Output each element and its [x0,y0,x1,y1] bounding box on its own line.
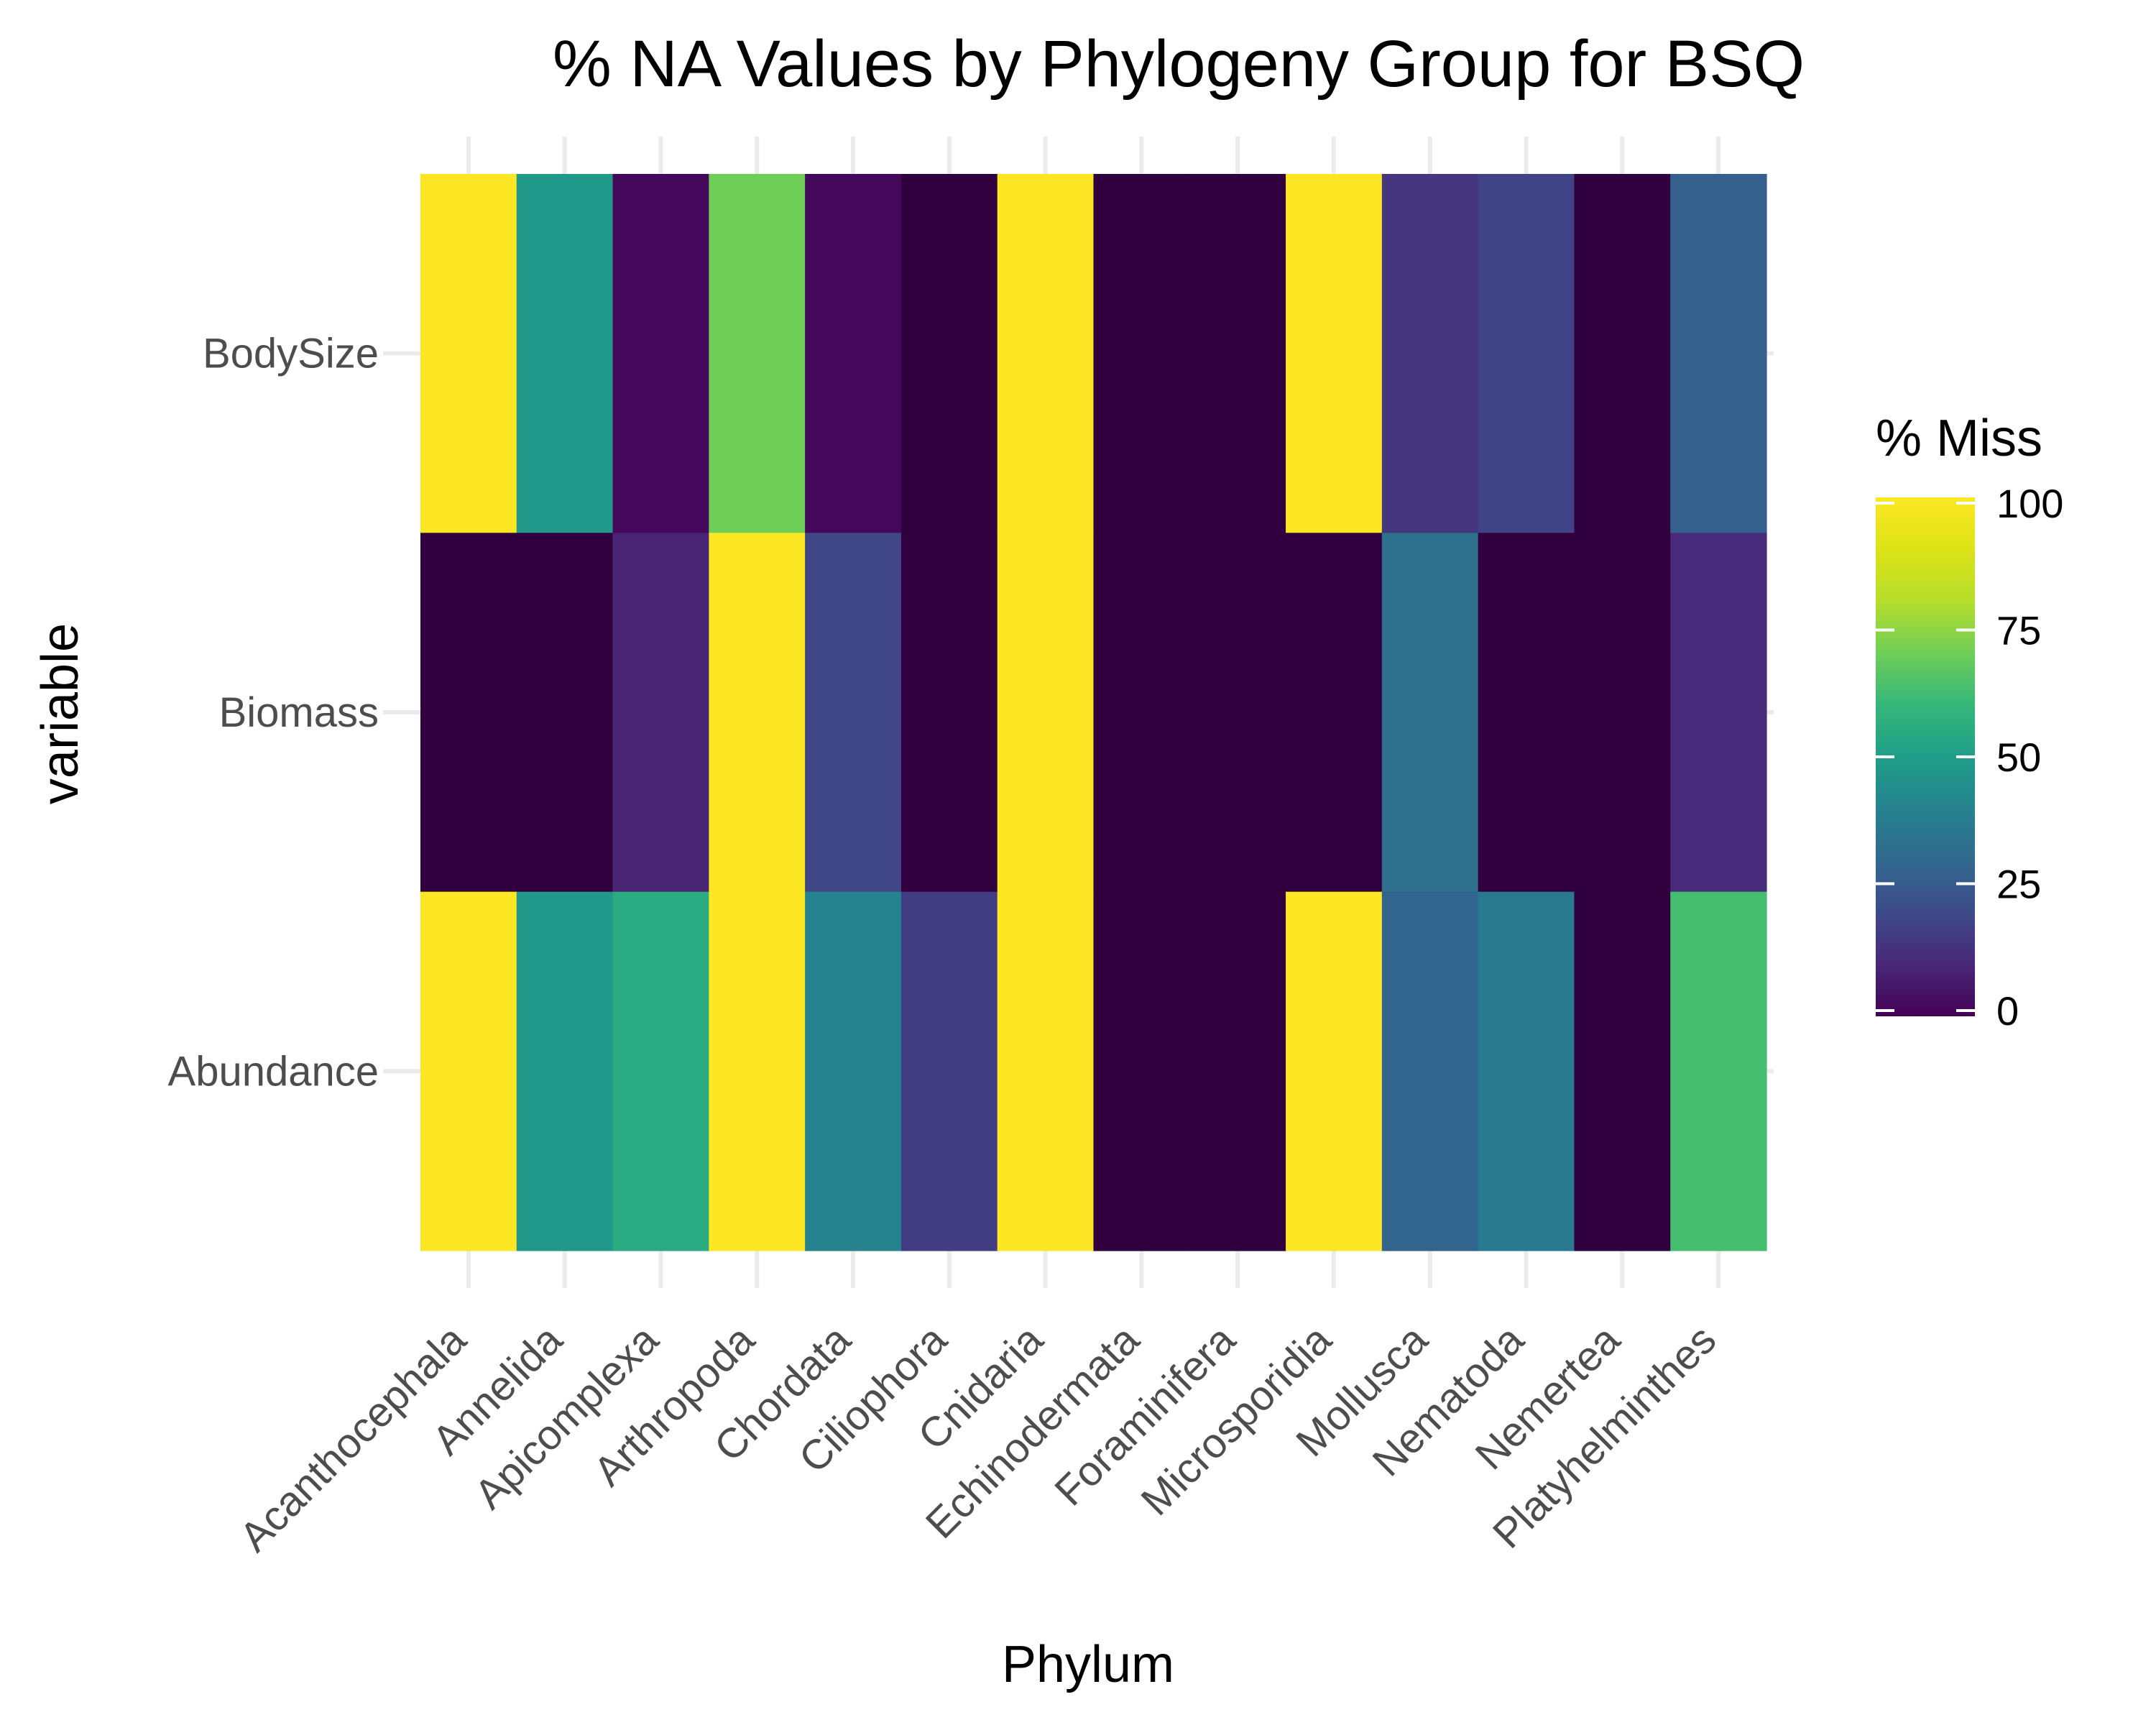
heatmap-cell [805,533,902,893]
heatmap-cell [1670,174,1767,533]
legend-tick-label: 75 [1996,608,2041,653]
x-axis-title: Phylum [1002,1636,1174,1693]
legend-tick-label: 25 [1996,862,2041,907]
y-tick-label: BodySize [203,331,379,377]
heatmap-cell [997,891,1095,1251]
heatmap-cell [1286,533,1383,893]
heatmap-cell [709,174,806,533]
heatmap-cell [420,533,517,893]
heatmap-cell [420,891,517,1251]
heatmap-cell [709,891,806,1251]
heatmap-cell [1574,174,1671,533]
heatmap-cell [709,533,806,893]
legend-tick-label: 0 [1996,988,2019,1034]
legend-tick-label: 100 [1996,481,2063,526]
color-legend: % Miss 0 25 50 75 100 [1876,410,2063,1034]
heatmap-cell [1478,174,1575,533]
heatmap-cell [1381,174,1479,533]
heatmap-cell [612,174,709,533]
heatmap-cell [805,174,902,533]
heatmap-cell [900,174,998,533]
y-tick-label: Biomass [219,689,379,736]
heatmap-cell [1670,533,1767,893]
heatmap-cell [516,174,614,533]
heatmap-cell [1189,174,1286,533]
heatmap-cell [900,891,998,1251]
legend-title: % Miss [1876,410,2042,467]
heatmap-cell [1286,891,1383,1251]
y-tick-label: Abundance [168,1048,379,1095]
heatmap-cell [420,174,517,533]
y-axis-title: variable [32,623,89,804]
heatmap-cell [612,533,709,893]
heatmap-cell [1286,174,1383,533]
heatmap-cell [516,533,614,893]
heatmap-cell [1093,174,1190,533]
heatmap-cell [612,891,709,1251]
heatmap-cell [1478,891,1575,1251]
heatmap-cell [900,533,998,893]
heatmap-cell [1574,533,1671,893]
heatmap-cell [997,174,1095,533]
heatmap-cells [420,174,1767,1251]
heatmap-cell [1574,891,1671,1251]
chart-title: % NA Values by Phylogeny Group for BSQ [553,27,1805,101]
heatmap-cell [1670,891,1767,1251]
heatmap-cell [1093,891,1190,1251]
heatmap-cell [1189,533,1286,893]
heatmap-cell [1381,533,1479,893]
heatmap-cell [1478,533,1575,893]
legend-tick-label: 50 [1996,735,2041,780]
legend-ticks: 0 25 50 75 100 [1876,481,2063,1034]
heatmap-cell [1189,891,1286,1251]
heatmap-cell [805,891,902,1251]
heatmap-cell [1093,533,1190,893]
heatmap-cell [516,891,614,1251]
x-tick-labels: AcanthocephalaAnnelidaApicomplexaArthrop… [231,1316,1725,1561]
heatmap-cell [997,533,1095,893]
y-tick-labels: BodySize Biomass Abundance [168,331,379,1095]
heatmap-cell [1381,891,1479,1251]
